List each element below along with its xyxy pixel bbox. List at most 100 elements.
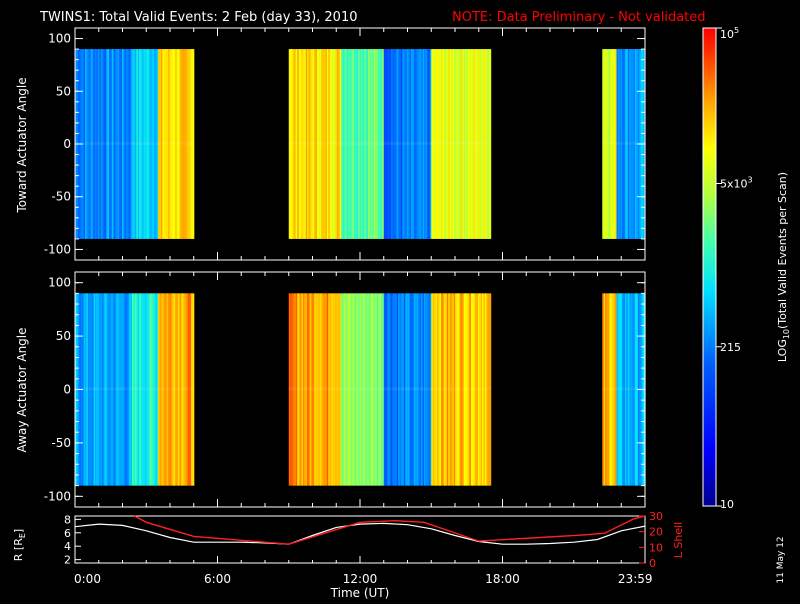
heatmap-column [324, 49, 327, 239]
y-tick-label: -100 [44, 242, 71, 256]
heatmap-column [439, 293, 442, 486]
heatmap-column [96, 293, 99, 486]
x-tick-label: 0:00 [74, 572, 101, 586]
heatmap-column [449, 49, 452, 239]
heatmap-column [402, 49, 405, 239]
heatmap-column [435, 49, 438, 239]
heatmap-column [380, 49, 383, 239]
heatmap-column [625, 293, 628, 486]
heatmap-column [615, 49, 618, 239]
heatmap-column [295, 293, 298, 486]
heatmap-column [436, 49, 439, 239]
heatmap-column [149, 49, 152, 239]
heatmap-column [607, 293, 610, 486]
heatmap-column [470, 293, 473, 486]
heatmap-column [603, 293, 606, 486]
heatmap-column [475, 49, 478, 239]
heatmap-column [341, 49, 344, 239]
heatmap-column [458, 49, 461, 239]
heatmap-column [428, 49, 431, 239]
heatmap-column [311, 49, 314, 239]
heatmap-column [294, 293, 297, 486]
heatmap-column [395, 49, 398, 239]
heatmap-column [176, 293, 179, 486]
heatmap-column [173, 293, 176, 486]
heatmap-column [333, 49, 336, 239]
heatmap-column [451, 293, 454, 486]
heatmap-column [127, 49, 130, 239]
heatmap-column [469, 49, 472, 239]
heatmap-column [373, 293, 376, 486]
heatmap-column [480, 293, 483, 486]
heatmap-column [312, 293, 315, 486]
heatmap-column [409, 293, 412, 486]
heatmap-column [295, 49, 298, 239]
away-ylabel: Away Actuator Angle [15, 327, 29, 452]
heatmap-column [134, 293, 137, 486]
heatmap-column [120, 49, 123, 239]
heatmap-column [441, 49, 444, 239]
zero-angle-band [75, 141, 194, 145]
heatmap-column [451, 49, 454, 239]
heatmap-column [288, 49, 291, 239]
heatmap-column [93, 293, 96, 486]
heatmap-column [146, 293, 149, 486]
heatmap-column [419, 293, 422, 486]
heatmap-column [168, 49, 171, 239]
heatmap-column [176, 49, 179, 239]
heatmap-column [119, 49, 122, 239]
heatmap-column [446, 293, 449, 486]
heatmap-column [89, 293, 92, 486]
heatmap-column [119, 293, 122, 486]
heatmap-column [436, 293, 439, 486]
heatmap-column [405, 293, 408, 486]
heatmap-column [370, 293, 373, 486]
heatmap-column [616, 293, 619, 486]
heatmap-column [106, 293, 109, 486]
heatmap-column [633, 293, 636, 486]
heatmap-column [443, 49, 446, 239]
heatmap-column [192, 293, 195, 486]
heatmap-column [484, 49, 487, 239]
heatmap-column [429, 49, 432, 239]
heatmap-column [613, 293, 616, 486]
heatmap-column [468, 293, 471, 486]
heatmap-column [332, 293, 335, 486]
heatmap-column [308, 293, 311, 486]
away-panel: 100 50 0 -50 -100 Away Actuator Angle [15, 271, 646, 508]
heatmap-column [426, 293, 429, 486]
heatmap-column [94, 49, 97, 239]
heatmap-column [185, 49, 188, 239]
heatmap-column [613, 49, 616, 239]
heatmap-column [99, 293, 102, 486]
heatmap-column [182, 293, 185, 486]
heatmap-column [365, 293, 368, 486]
heatmap-column [82, 293, 85, 486]
heatmap-column [150, 293, 153, 486]
heatmap-column [413, 293, 417, 486]
heatmap-column [472, 49, 475, 239]
heatmap-column [343, 293, 346, 486]
heatmap-column [338, 49, 341, 239]
y-tick-label: -50 [51, 190, 71, 204]
heatmap-column [112, 49, 115, 239]
heatmap-column [370, 49, 373, 239]
heatmap-column [352, 49, 355, 239]
heatmap-column [175, 293, 178, 486]
heatmap-column [186, 293, 189, 486]
y-tick-label: -50 [51, 436, 71, 450]
heatmap-column [610, 293, 613, 486]
heatmap-column [86, 49, 89, 239]
heatmap-column [294, 49, 297, 239]
heatmap-column [304, 293, 307, 486]
heatmap-column [605, 293, 608, 486]
heatmap-column [602, 293, 605, 486]
heatmap-column [114, 293, 117, 486]
heatmap-column [292, 49, 295, 239]
heatmap-column [97, 49, 100, 239]
heatmap-column [616, 49, 619, 239]
heatmap-column [483, 293, 486, 486]
heatmap-column [456, 49, 459, 239]
heatmap-column [418, 49, 421, 239]
heatmap-column [335, 293, 338, 486]
